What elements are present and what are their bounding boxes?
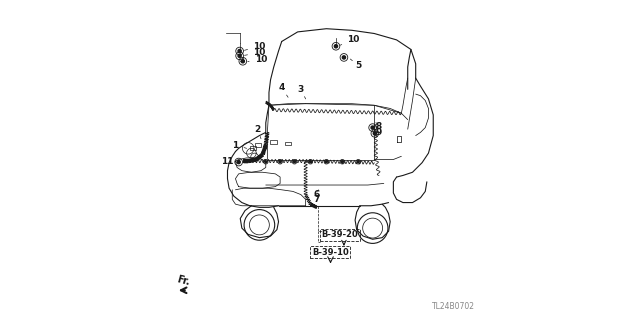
Circle shape [237,160,240,164]
Circle shape [241,60,244,63]
Circle shape [325,161,327,163]
Text: 11: 11 [221,157,239,166]
Text: 2: 2 [255,125,261,139]
Text: 8: 8 [376,122,382,130]
Circle shape [373,132,376,135]
Text: 6: 6 [314,190,320,199]
Text: 10: 10 [244,48,266,57]
Bar [285,142,291,145]
Circle shape [294,161,296,163]
Text: 10: 10 [244,42,266,51]
Circle shape [310,161,312,163]
Text: B-39-10: B-39-10 [312,248,349,257]
Circle shape [279,161,281,163]
Text: 7: 7 [314,195,320,204]
Text: Fr.: Fr. [176,274,191,287]
Text: 9: 9 [376,128,382,137]
Text: 5: 5 [350,59,362,70]
Bar [320,229,360,241]
Text: B-39-20: B-39-20 [322,230,358,239]
Text: 3: 3 [298,85,306,99]
Text: 1: 1 [232,141,246,150]
Circle shape [357,161,359,163]
Bar [255,143,261,147]
Circle shape [341,161,343,163]
Text: 10: 10 [248,55,267,63]
Bar [310,246,350,258]
Circle shape [238,49,241,53]
Circle shape [238,54,241,57]
Circle shape [371,126,374,129]
Circle shape [342,56,346,59]
Text: 10: 10 [340,35,360,45]
Text: 4: 4 [278,83,288,97]
Circle shape [265,161,267,163]
Bar [270,140,277,144]
Bar [250,146,256,150]
Text: TL24B0702: TL24B0702 [432,302,475,311]
Circle shape [334,45,337,48]
